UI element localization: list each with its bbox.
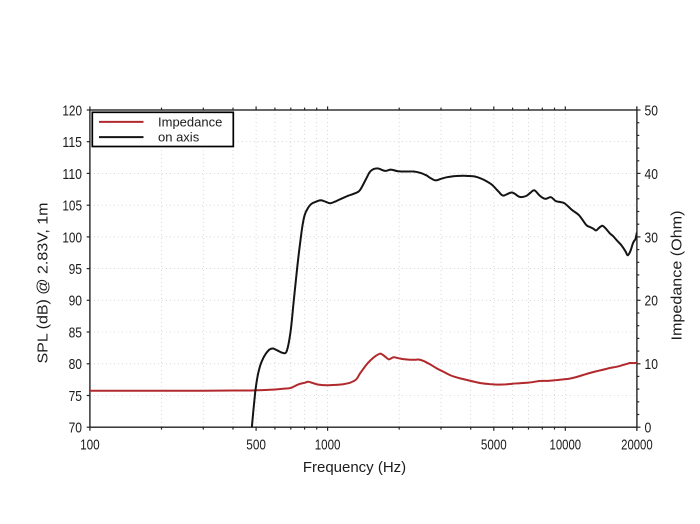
svg-text:Impedance: Impedance bbox=[158, 114, 222, 129]
svg-text:on axis: on axis bbox=[158, 130, 200, 145]
svg-text:80: 80 bbox=[69, 356, 82, 373]
svg-text:110: 110 bbox=[62, 166, 82, 183]
svg-text:90: 90 bbox=[69, 293, 82, 310]
svg-text:500: 500 bbox=[246, 436, 266, 453]
svg-text:0: 0 bbox=[645, 420, 652, 437]
svg-text:70: 70 bbox=[69, 420, 82, 437]
svg-text:115: 115 bbox=[62, 134, 82, 151]
svg-text:105: 105 bbox=[62, 198, 82, 215]
svg-text:Frequency (Hz): Frequency (Hz) bbox=[303, 459, 406, 476]
svg-text:20000: 20000 bbox=[621, 436, 653, 453]
svg-text:95: 95 bbox=[69, 261, 82, 278]
svg-text:10000: 10000 bbox=[550, 436, 582, 453]
svg-text:85: 85 bbox=[69, 324, 82, 341]
svg-text:5000: 5000 bbox=[481, 436, 507, 453]
svg-text:30: 30 bbox=[645, 229, 658, 246]
svg-text:10: 10 bbox=[645, 356, 658, 373]
svg-text:100: 100 bbox=[62, 229, 82, 246]
svg-text:SPL (dB) @ 2.83V, 1m: SPL (dB) @ 2.83V, 1m bbox=[35, 203, 52, 364]
svg-text:100: 100 bbox=[80, 436, 100, 453]
svg-text:1000: 1000 bbox=[315, 436, 341, 453]
svg-text:75: 75 bbox=[69, 388, 82, 405]
svg-text:20: 20 bbox=[645, 293, 658, 310]
svg-text:50: 50 bbox=[645, 102, 658, 119]
svg-text:Impedance (Ohm): Impedance (Ohm) bbox=[669, 211, 686, 341]
svg-text:40: 40 bbox=[645, 166, 658, 183]
svg-text:120: 120 bbox=[62, 102, 82, 119]
